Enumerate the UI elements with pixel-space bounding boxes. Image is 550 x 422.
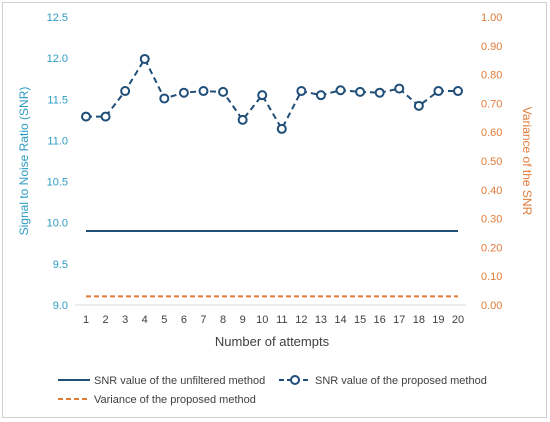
x-tick-label: 6 xyxy=(181,314,187,326)
left-tick-label: 12.5 xyxy=(47,12,68,24)
series-point xyxy=(355,86,366,97)
x-tick-label: 8 xyxy=(220,314,226,326)
series-layer xyxy=(81,53,463,298)
x-tick-label: 12 xyxy=(295,314,307,326)
series-point xyxy=(433,86,444,97)
series-point xyxy=(374,87,385,98)
legend-label-variance: Variance of the proposed method xyxy=(94,394,256,406)
series-point xyxy=(198,86,209,97)
right-tick-label: 0.20 xyxy=(481,242,502,254)
series-point xyxy=(315,90,326,101)
right-axis-ticks: 0.00 0.10 0.20 0.30 0.40 0.50 0.60 0.70 0.80 0.90… xyxy=(481,12,502,312)
x-tick-label: 20 xyxy=(452,314,464,326)
series-point xyxy=(237,114,248,125)
chart-frame xyxy=(2,2,547,418)
left-axis-title: Signal to Noise Ratio (SNR) xyxy=(17,87,31,236)
left-tick-label: 9.5 xyxy=(53,259,68,271)
series-point xyxy=(159,93,170,104)
right-tick-label: 0.00 xyxy=(481,300,502,312)
left-tick-label: 11.5 xyxy=(47,94,68,106)
right-tick-label: 0.40 xyxy=(481,185,502,197)
series-point xyxy=(413,100,424,111)
x-tick-label: 13 xyxy=(315,314,327,326)
series-point xyxy=(178,87,189,98)
x-tick-label: 18 xyxy=(413,314,425,326)
x-tick-label: 4 xyxy=(142,314,148,326)
right-tick-label: 1.00 xyxy=(481,12,502,24)
right-tick-label: 0.30 xyxy=(481,214,502,226)
x-tick-label: 2 xyxy=(103,314,109,326)
series-point xyxy=(120,86,131,97)
x-tick-label: 5 xyxy=(161,314,167,326)
series-point xyxy=(139,53,150,64)
legend-marker-proposed xyxy=(290,375,300,385)
legend-label-unfiltered: SNR value of the unfiltered method xyxy=(94,375,265,387)
x-tick-label: 17 xyxy=(393,314,405,326)
x-tick-label: 16 xyxy=(374,314,386,326)
series-point xyxy=(218,86,229,97)
legend-label-proposed: SNR value of the proposed method xyxy=(315,375,487,387)
x-tick-label: 10 xyxy=(256,314,268,326)
left-tick-label: 10.5 xyxy=(47,177,68,189)
series-point xyxy=(276,123,287,134)
series-point xyxy=(394,83,405,94)
x-tick-label: 3 xyxy=(122,314,128,326)
series-point xyxy=(296,86,307,97)
x-tick-label: 9 xyxy=(240,314,246,326)
right-tick-label: 0.70 xyxy=(481,98,502,110)
right-axis-title: Variance of the SNR xyxy=(520,107,534,216)
left-axis-ticks: 9.0 9.5 10.0 10.5 11.0 11.5 12.0 12.5 xyxy=(47,12,68,312)
left-tick-label: 9.0 xyxy=(53,300,68,312)
right-tick-label: 0.60 xyxy=(481,127,502,139)
x-tick-label: 14 xyxy=(334,314,346,326)
right-tick-label: 0.80 xyxy=(481,70,502,82)
x-tick-label: 15 xyxy=(354,314,366,326)
right-tick-label: 0.90 xyxy=(481,41,502,53)
series-point xyxy=(453,86,463,97)
series-point xyxy=(257,90,268,101)
x-tick-label: 7 xyxy=(200,314,206,326)
left-tick-label: 10.0 xyxy=(47,218,68,230)
right-tick-label: 0.10 xyxy=(481,271,502,283)
x-axis-ticks: 1 2 3 4 5 6 7 8 9 10 11 12 13 14 15 16 17 18 19 20 xyxy=(83,314,464,326)
right-tick-label: 0.50 xyxy=(481,156,502,168)
x-axis-title: Number of attempts xyxy=(215,334,330,349)
legend: SNR value of the unfiltered method SNR v… xyxy=(58,375,487,406)
series-point xyxy=(335,85,346,96)
x-tick-label: 1 xyxy=(83,314,89,326)
x-tick-label: 11 xyxy=(276,314,287,326)
series-point xyxy=(100,111,111,122)
series-point xyxy=(81,111,91,122)
series-line-2 xyxy=(86,56,458,131)
left-tick-label: 11.0 xyxy=(47,135,68,147)
x-tick-label: 19 xyxy=(432,314,444,326)
left-tick-label: 12.0 xyxy=(47,53,68,65)
